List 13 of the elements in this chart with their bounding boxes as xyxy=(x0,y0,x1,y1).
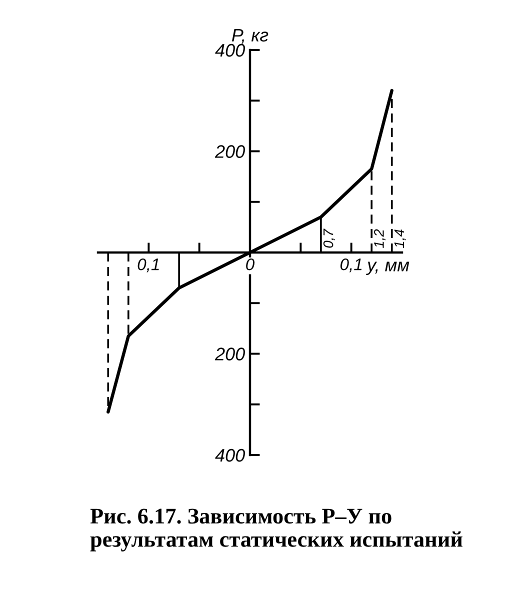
annotation: 1,4 xyxy=(394,230,406,248)
x-tick-label: 0 xyxy=(246,258,254,270)
annotation: 0,7 xyxy=(323,228,335,248)
text: Рис. 6.17. Зависимость P–У по результатам статических испытаний xyxy=(90,508,462,552)
x-tick-label: 0,1 xyxy=(340,258,362,272)
y-tick-label: 400 xyxy=(215,448,245,462)
x-tick-label: 0,1 xyxy=(138,258,159,272)
y-tick-label: 200 xyxy=(214,348,245,360)
x-axis-title: y, мм xyxy=(366,262,410,275)
y-tick-label: 400 xyxy=(215,44,245,57)
y-axis-title: P, кг xyxy=(232,28,268,44)
y-tick-label: 200 xyxy=(214,145,245,158)
annotation: 1,2 xyxy=(374,229,386,248)
